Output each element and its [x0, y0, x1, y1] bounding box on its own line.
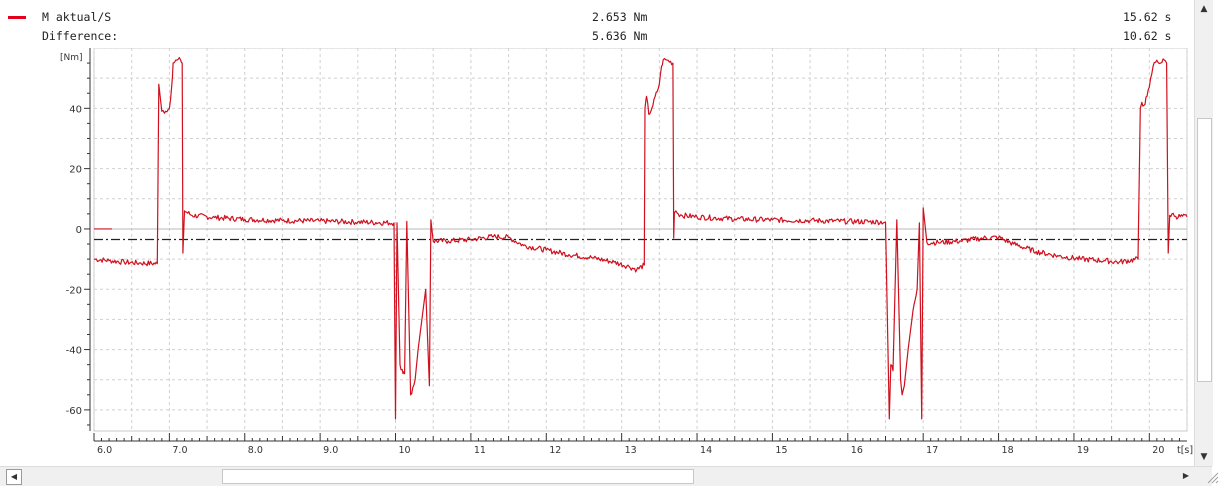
cursor-value: 2.653 Nm [592, 10, 648, 24]
scroll-left-arrow-icon[interactable]: ◀ [6, 469, 22, 485]
x-tick-label: 11 [474, 445, 486, 456]
x-tick-label: 16 [851, 445, 863, 456]
y-tick-label: -40 [66, 346, 82, 357]
difference-time: 10.62 s [1123, 29, 1172, 43]
resize-grip-icon[interactable] [1203, 468, 1219, 484]
x-tick-label: 8.0 [248, 445, 263, 456]
x-tick-label: 9.0 [323, 445, 338, 456]
x-tick-label: 15 [775, 445, 787, 456]
difference-label: Difference: [42, 29, 119, 43]
legend-row-difference: Difference: 5.636 Nm 10.62 s [0, 29, 1190, 45]
x-tick-label: 10 [399, 445, 411, 456]
x-tick-label: 18 [1002, 445, 1014, 456]
scroll-down-arrow-icon[interactable]: ▼ [1200, 452, 1208, 462]
vertical-scroll-thumb[interactable] [1197, 118, 1212, 382]
horizontal-scrollbar[interactable]: ◀ ▶ [0, 466, 1212, 486]
legend-row-series: M aktual/S 2.653 Nm 15.62 s [0, 10, 1190, 26]
plot-area[interactable]: 40 20 0 -20 -40 -60 [Nm] 6.0 7.0 8.0 9.0 10 11 12 13 14… [0, 48, 1194, 460]
x-tick-label: 14 [700, 445, 712, 456]
x-tick-label: 20 [1152, 445, 1164, 456]
torque-chart[interactable]: 40 20 0 -20 -40 -60 [Nm] 6.0 7.0 8.0 9.0 10 11 12 13 14… [0, 48, 1194, 460]
scroll-right-arrow-icon[interactable]: ▶ [1182, 471, 1190, 480]
cursor-time: 15.62 s [1123, 10, 1172, 24]
vertical-scrollbar[interactable]: ▲ ▼ [1194, 0, 1213, 466]
y-tick-label: -20 [66, 285, 82, 296]
y-tick-label: 40 [69, 104, 82, 115]
series-color-swatch [8, 16, 26, 19]
scroll-up-arrow-icon[interactable]: ▲ [1200, 4, 1208, 14]
difference-value: 5.636 Nm [592, 29, 648, 43]
x-tick-label: 7.0 [172, 445, 187, 456]
x-tick-label: 13 [625, 445, 637, 456]
x-axis-label: t[s] [1177, 445, 1193, 456]
series-line [93, 57, 1188, 420]
y-axis-label: [Nm] [60, 53, 83, 63]
x-tick-label: 12 [549, 445, 561, 456]
y-tick-label: 0 [76, 225, 82, 236]
legend-panel: M aktual/S 2.653 Nm 15.62 s Difference: … [0, 0, 1190, 48]
y-tick-label: -60 [66, 406, 82, 417]
x-tick-label: 17 [926, 445, 938, 456]
series-name: M aktual/S [42, 10, 112, 24]
y-tick-label: 20 [69, 165, 82, 176]
x-tick-label: 6.0 [97, 445, 112, 456]
horizontal-scroll-thumb[interactable] [222, 469, 694, 484]
x-tick-label: 19 [1077, 445, 1089, 456]
